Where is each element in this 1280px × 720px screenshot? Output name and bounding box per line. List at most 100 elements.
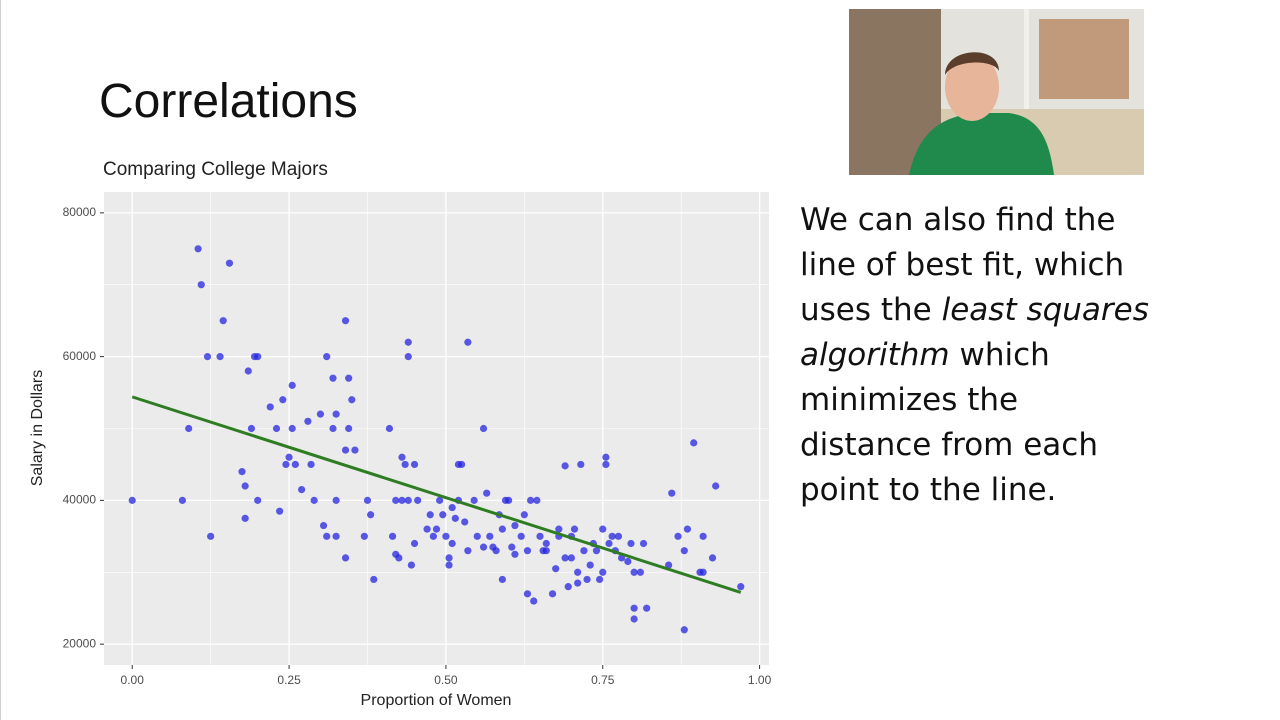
body-text: minimizes the	[800, 382, 1019, 418]
point	[708, 554, 717, 562]
trees	[1039, 19, 1129, 99]
point	[203, 353, 212, 361]
point	[699, 568, 707, 576]
shirt	[909, 113, 1054, 175]
x-tick-label: 0.25	[277, 673, 301, 687]
point	[254, 496, 262, 504]
hair	[945, 52, 999, 75]
point	[574, 579, 582, 587]
point	[282, 460, 290, 469]
point	[674, 532, 682, 540]
y-tick-label: 40000	[63, 493, 97, 507]
chart: Comparing College Majors Proportion of W…	[29, 159, 772, 709]
x-tick-label: 1.00	[748, 673, 772, 687]
point	[341, 317, 350, 325]
point	[511, 521, 519, 530]
point	[310, 496, 318, 504]
point	[345, 424, 353, 433]
point	[360, 532, 368, 540]
point	[464, 338, 472, 346]
x-axis-label: Proportion of Women	[361, 692, 512, 709]
point	[404, 338, 412, 346]
point	[178, 496, 187, 504]
point	[426, 511, 434, 519]
point	[410, 460, 419, 469]
point	[630, 615, 638, 623]
body-line: minimizes the	[800, 378, 1149, 423]
point	[505, 496, 513, 504]
x-tick-label: 0.50	[434, 673, 458, 687]
point	[596, 575, 604, 584]
point	[345, 374, 353, 382]
body-text-italic: algorithm	[800, 337, 950, 373]
body-text: point to the line.	[800, 472, 1057, 508]
point	[602, 453, 610, 461]
point	[392, 496, 400, 504]
y-axis-label: Salary in Dollars	[29, 370, 46, 486]
point	[586, 561, 594, 569]
y-tick-label: 20000	[63, 636, 97, 650]
body-line: line of best fit, which	[800, 243, 1149, 288]
point	[561, 462, 569, 470]
point	[445, 561, 453, 569]
point	[407, 561, 416, 569]
point	[436, 496, 444, 504]
point	[323, 532, 331, 540]
point	[414, 496, 422, 504]
point	[448, 539, 456, 548]
point	[395, 554, 403, 562]
face	[945, 53, 999, 121]
point	[451, 514, 459, 522]
point	[388, 532, 397, 540]
point	[580, 547, 588, 555]
body-text: uses the	[800, 292, 942, 328]
point	[439, 511, 447, 519]
body-line: distance from each	[800, 423, 1149, 468]
point	[583, 575, 591, 584]
point	[423, 525, 431, 533]
point	[570, 525, 579, 533]
point	[614, 532, 623, 540]
body-text: which	[949, 337, 1050, 373]
point	[680, 626, 688, 634]
y-tick-label: 80000	[63, 205, 97, 219]
point	[523, 547, 532, 555]
point	[185, 424, 193, 433]
point	[404, 353, 412, 361]
point	[542, 547, 550, 555]
point	[608, 532, 616, 540]
webcam	[849, 9, 1144, 175]
point	[329, 374, 337, 382]
point	[668, 489, 676, 497]
point	[291, 460, 299, 469]
body-text: distance from each	[800, 427, 1098, 463]
point	[370, 575, 378, 584]
body-line: algorithm which	[800, 333, 1149, 378]
point	[552, 565, 560, 573]
body-line: We can also find the	[800, 198, 1149, 243]
point	[533, 496, 541, 504]
point	[470, 496, 478, 504]
point	[410, 539, 419, 548]
point	[548, 590, 557, 598]
body-text: We can also find the	[800, 202, 1116, 238]
point	[599, 525, 607, 533]
point	[665, 561, 673, 569]
window-frame	[1024, 9, 1029, 109]
point	[605, 539, 613, 548]
point	[555, 525, 563, 533]
point	[401, 460, 409, 469]
point	[630, 568, 638, 576]
point	[520, 511, 528, 519]
point	[445, 554, 453, 562]
body-text: line of best fit, which	[800, 247, 1125, 283]
point	[461, 518, 469, 526]
point	[523, 590, 532, 598]
point	[398, 453, 406, 461]
point	[712, 482, 720, 490]
point	[592, 547, 601, 555]
body-text-italic: least squares	[941, 292, 1149, 328]
point	[276, 507, 284, 515]
x-tick-label: 0.75	[591, 673, 615, 687]
point	[319, 521, 328, 530]
